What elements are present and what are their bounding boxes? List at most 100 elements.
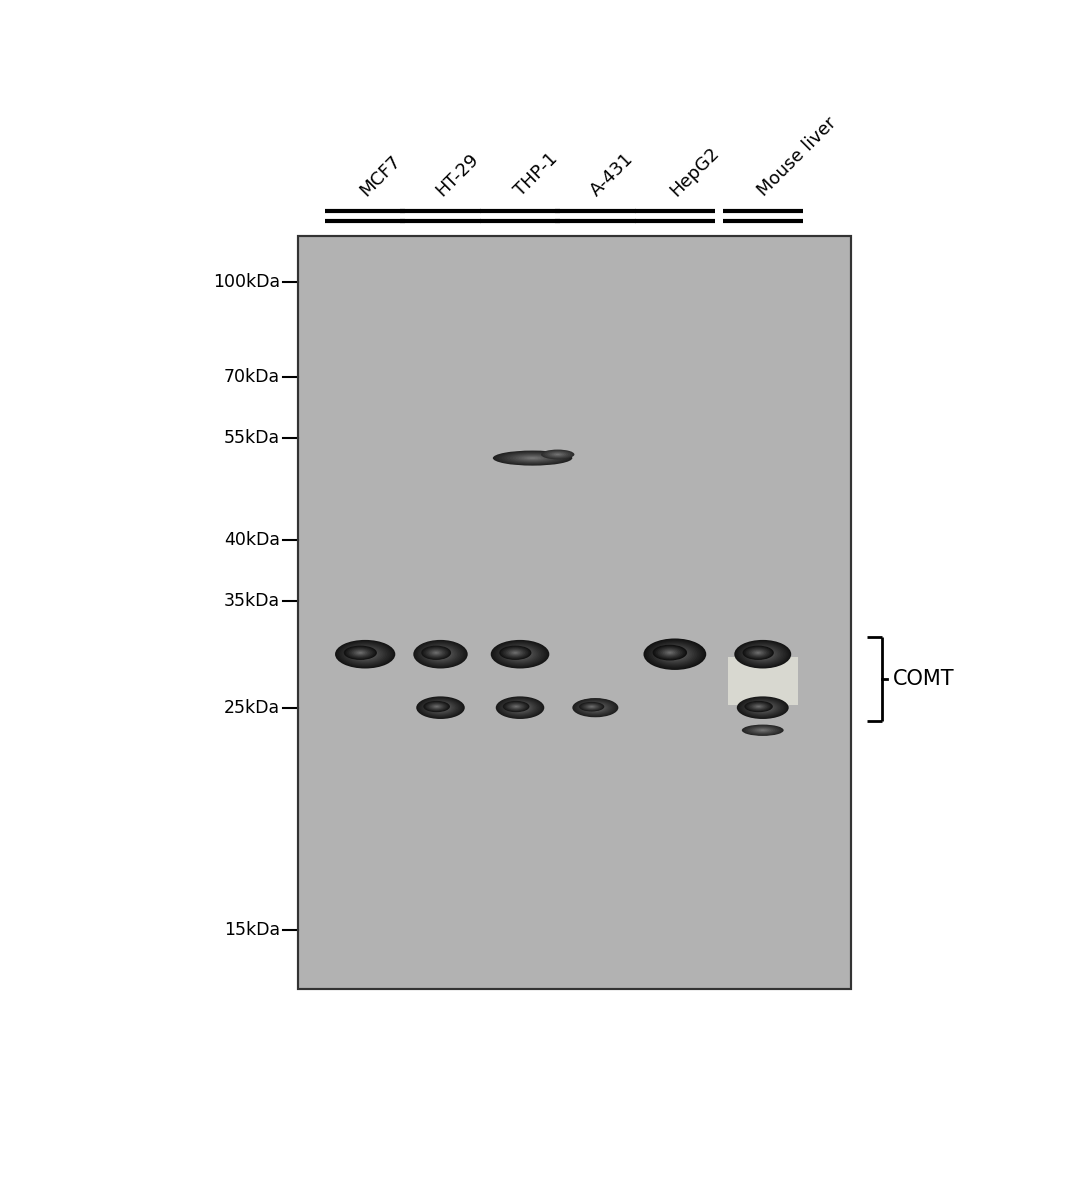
Ellipse shape <box>504 647 527 658</box>
Ellipse shape <box>426 700 456 714</box>
Ellipse shape <box>516 652 524 656</box>
Text: 70kDa: 70kDa <box>224 368 280 386</box>
Ellipse shape <box>527 457 538 459</box>
Ellipse shape <box>664 650 675 654</box>
Ellipse shape <box>513 705 518 707</box>
Ellipse shape <box>350 647 380 661</box>
Ellipse shape <box>513 651 527 658</box>
Ellipse shape <box>515 454 550 461</box>
Ellipse shape <box>752 704 766 710</box>
Ellipse shape <box>672 652 678 656</box>
Ellipse shape <box>744 700 773 712</box>
Ellipse shape <box>349 646 382 663</box>
Ellipse shape <box>748 649 768 657</box>
Ellipse shape <box>510 650 530 659</box>
Ellipse shape <box>501 452 564 464</box>
Text: 55kDa: 55kDa <box>224 428 280 446</box>
Text: MCF7: MCF7 <box>356 152 405 200</box>
Ellipse shape <box>584 704 599 710</box>
Ellipse shape <box>518 707 522 709</box>
Ellipse shape <box>499 698 541 718</box>
Ellipse shape <box>658 645 692 663</box>
Ellipse shape <box>337 640 393 667</box>
Ellipse shape <box>543 450 572 459</box>
Ellipse shape <box>747 701 770 711</box>
Ellipse shape <box>748 647 777 661</box>
Ellipse shape <box>744 725 782 736</box>
Ellipse shape <box>515 705 525 710</box>
Ellipse shape <box>429 703 445 710</box>
Ellipse shape <box>431 704 442 709</box>
Ellipse shape <box>355 651 365 654</box>
Ellipse shape <box>754 651 762 654</box>
Ellipse shape <box>735 640 789 667</box>
Ellipse shape <box>492 640 548 667</box>
Ellipse shape <box>656 646 684 659</box>
Ellipse shape <box>760 706 766 709</box>
Ellipse shape <box>497 643 543 665</box>
Ellipse shape <box>649 641 701 667</box>
Ellipse shape <box>357 651 364 654</box>
Ellipse shape <box>584 703 607 712</box>
Ellipse shape <box>511 651 521 654</box>
Ellipse shape <box>434 705 447 711</box>
Ellipse shape <box>744 699 782 716</box>
Ellipse shape <box>432 704 448 711</box>
Ellipse shape <box>512 704 528 711</box>
Ellipse shape <box>581 701 609 713</box>
Ellipse shape <box>430 650 442 656</box>
Ellipse shape <box>758 706 767 710</box>
Ellipse shape <box>436 652 445 657</box>
Ellipse shape <box>741 698 784 717</box>
Ellipse shape <box>578 700 613 716</box>
Ellipse shape <box>650 641 699 666</box>
Ellipse shape <box>670 652 680 657</box>
Ellipse shape <box>579 700 612 714</box>
Ellipse shape <box>359 651 372 658</box>
Ellipse shape <box>504 700 536 716</box>
Ellipse shape <box>580 701 610 714</box>
Ellipse shape <box>742 725 784 736</box>
Ellipse shape <box>362 652 368 656</box>
Ellipse shape <box>352 650 368 657</box>
Ellipse shape <box>504 453 561 464</box>
Ellipse shape <box>742 644 783 665</box>
Ellipse shape <box>753 727 773 733</box>
Ellipse shape <box>496 643 544 666</box>
Ellipse shape <box>423 645 457 663</box>
Ellipse shape <box>421 646 451 660</box>
Ellipse shape <box>761 653 765 654</box>
Ellipse shape <box>428 649 445 657</box>
Bar <box>298 237 851 989</box>
Ellipse shape <box>432 651 441 654</box>
Ellipse shape <box>745 700 780 716</box>
Ellipse shape <box>757 705 769 710</box>
Ellipse shape <box>660 647 680 657</box>
Ellipse shape <box>658 647 681 658</box>
Ellipse shape <box>513 705 527 711</box>
Ellipse shape <box>579 701 605 712</box>
Ellipse shape <box>505 701 527 711</box>
Ellipse shape <box>756 705 770 711</box>
Ellipse shape <box>756 651 769 658</box>
Ellipse shape <box>661 647 689 661</box>
Ellipse shape <box>515 652 525 657</box>
Text: HT-29: HT-29 <box>432 151 482 200</box>
Bar <box>298 237 851 989</box>
Ellipse shape <box>341 643 389 665</box>
Ellipse shape <box>420 698 461 717</box>
Ellipse shape <box>426 646 456 663</box>
Ellipse shape <box>663 649 687 660</box>
Ellipse shape <box>415 640 467 667</box>
Ellipse shape <box>434 651 446 658</box>
Ellipse shape <box>433 650 448 658</box>
Ellipse shape <box>499 646 531 660</box>
Ellipse shape <box>654 644 696 665</box>
Ellipse shape <box>554 453 562 455</box>
Ellipse shape <box>492 451 572 466</box>
Ellipse shape <box>414 640 468 669</box>
Ellipse shape <box>752 650 765 656</box>
Ellipse shape <box>743 699 783 717</box>
Ellipse shape <box>355 650 375 659</box>
Ellipse shape <box>512 650 528 658</box>
